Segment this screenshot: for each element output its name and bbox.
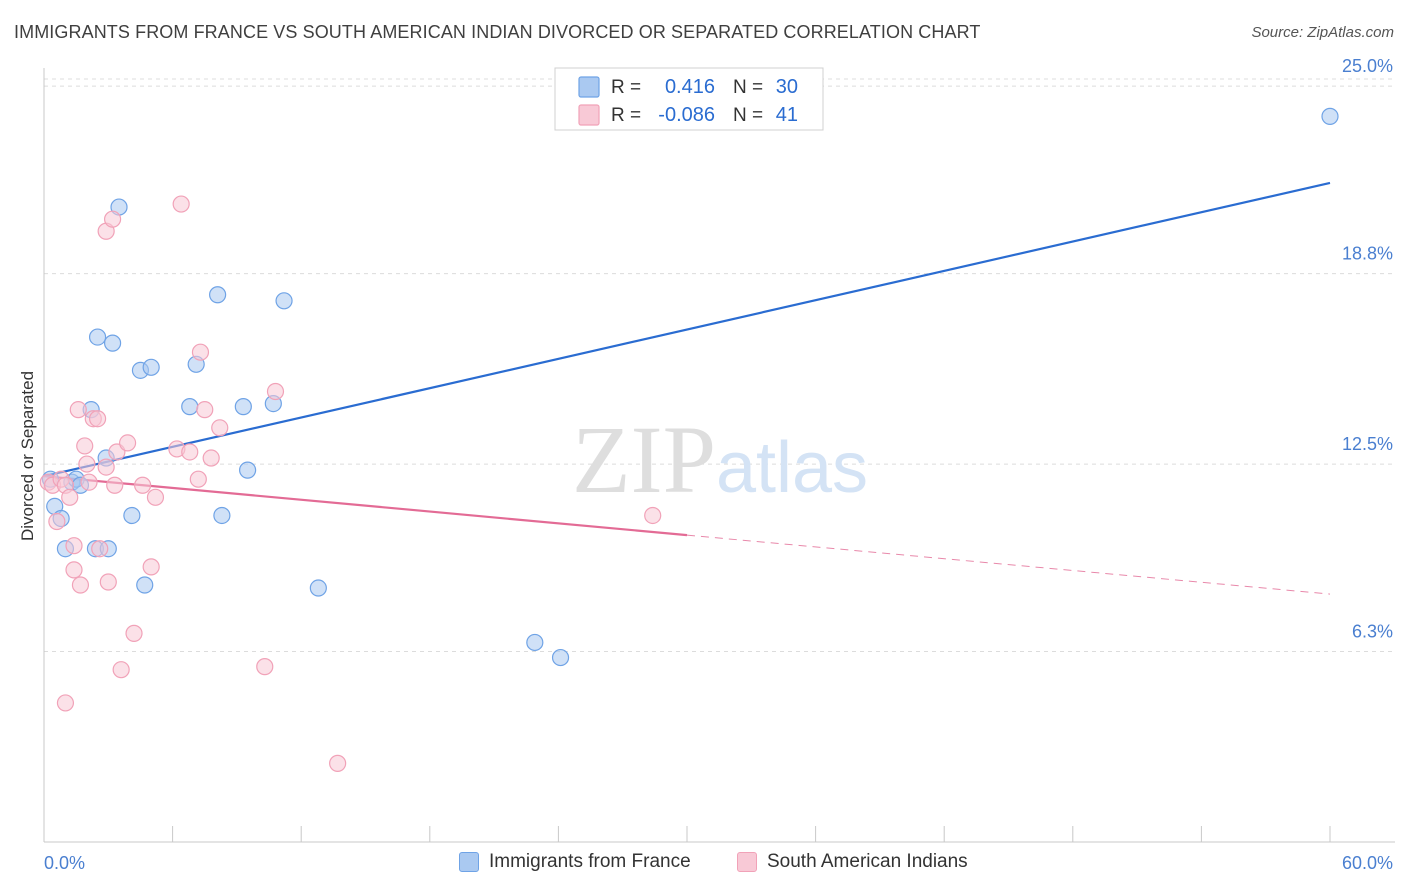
data-point-series-0 <box>103 334 122 352</box>
data-point-series-0 <box>275 292 293 310</box>
data-point-series-0 <box>142 358 160 376</box>
x-tick-labels: 0.0% 60.0% <box>44 853 1393 873</box>
data-point-series-1 <box>112 661 130 679</box>
grid-lines <box>44 78 1395 653</box>
data-point-series-1 <box>211 419 229 437</box>
legend-swatch-france <box>459 852 479 872</box>
legend-r-value: 0.416 <box>665 76 715 98</box>
legend-swatch-south-american-indians <box>737 852 757 872</box>
chart-source: Source: ZipAtlas.com <box>1251 24 1394 41</box>
data-point-series-1 <box>191 343 210 361</box>
chart-title: IMMIGRANTS FROM FRANCE VS SOUTH AMERICAN… <box>14 22 981 42</box>
data-point-series-0 <box>309 579 327 597</box>
data-point-series-1 <box>61 488 79 506</box>
data-point-series-1 <box>329 754 347 772</box>
legend-swatch-1 <box>578 104 600 126</box>
data-point-series-0 <box>213 506 231 525</box>
y-tick-label: 25.0% <box>1342 56 1393 76</box>
data-point-series-1 <box>181 443 199 461</box>
legend-item-france: Immigrants from France <box>459 851 691 873</box>
data-point-series-1 <box>80 473 98 491</box>
data-point-series-0 <box>551 648 570 667</box>
data-point-series-1 <box>266 382 285 401</box>
data-point-series-1 <box>118 434 137 452</box>
legend-r-label: R = <box>611 77 641 98</box>
data-point-series-0 <box>181 398 199 416</box>
legend-r-label: R = <box>611 105 641 126</box>
y-tick-label: 6.3% <box>1352 622 1393 642</box>
data-point-series-0 <box>1321 107 1339 125</box>
data-point-series-1 <box>65 561 83 579</box>
data-point-series-1 <box>142 558 160 576</box>
data-point-series-0 <box>88 328 107 346</box>
data-point-series-0 <box>136 576 154 594</box>
legend-n-label: N = <box>733 105 763 126</box>
data-point-series-1 <box>172 195 190 213</box>
data-point-series-1 <box>256 658 274 676</box>
data-point-series-1 <box>99 573 117 591</box>
trend-line-series-0 <box>43 181 1331 478</box>
data-point-series-1 <box>97 458 115 476</box>
data-point-series-1 <box>91 540 109 558</box>
data-point-series-0 <box>234 398 252 416</box>
data-point-series-1 <box>644 506 662 525</box>
trend-line-series-1 <box>43 475 688 537</box>
data-point-series-1 <box>76 437 94 455</box>
legend-label-south-american-indians: South American Indians <box>767 851 968 872</box>
data-point-series-1 <box>133 476 152 494</box>
data-point-series-1 <box>146 488 165 506</box>
data-point-series-1 <box>48 512 66 531</box>
legend-n-label: N = <box>733 77 763 98</box>
data-point-series-1 <box>125 624 143 642</box>
data-point-series-0 <box>239 461 257 479</box>
data-point-series-1 <box>189 470 207 488</box>
legend-item-south-american-indians: South American Indians <box>737 851 968 873</box>
legend-label-france: Immigrants from France <box>489 851 691 872</box>
data-point-series-0 <box>209 286 227 304</box>
legend-r-value: -0.086 <box>658 104 715 126</box>
series-legend: Immigrants from France South American In… <box>0 851 1406 879</box>
axes <box>43 68 1395 843</box>
watermark-atlas: atlas <box>716 428 868 508</box>
legend-box <box>554 67 824 131</box>
y-axis-label: Divorced or Separated <box>18 371 37 541</box>
x-tick-label-min: 0.0% <box>44 853 85 873</box>
data-point-series-1 <box>78 455 96 473</box>
y-tick-label: 12.5% <box>1342 434 1393 454</box>
data-point-series-0 <box>526 633 544 652</box>
correlation-legend: R = 0.416 N = 30 R = -0.086 N = 41 <box>554 67 824 131</box>
y-tick-label: 18.8% <box>1342 244 1393 264</box>
data-point-series-1 <box>103 210 122 228</box>
data-points <box>39 107 1339 772</box>
data-point-series-1 <box>196 401 214 419</box>
data-point-series-1 <box>88 410 107 428</box>
trend-lines <box>43 181 1331 595</box>
legend-n-value: 41 <box>776 104 798 126</box>
data-point-series-1 <box>56 694 75 712</box>
data-point-series-1 <box>71 576 90 594</box>
y-tick-labels: 25.0% 18.8% 12.5% 6.3% <box>1342 56 1393 641</box>
legend-n-value: 30 <box>776 76 798 98</box>
data-point-series-0 <box>123 506 141 525</box>
data-point-series-1 <box>65 537 83 555</box>
legend-swatch-0 <box>578 76 600 98</box>
watermark: ZIPatlas <box>572 406 868 513</box>
data-point-series-1 <box>69 401 87 419</box>
data-point-series-1 <box>202 449 220 467</box>
trend-line-extension-series-1 <box>686 534 1331 595</box>
data-point-series-1 <box>106 476 124 494</box>
watermark-zip: ZIP <box>572 406 716 513</box>
x-tick-label-max: 60.0% <box>1342 853 1393 873</box>
